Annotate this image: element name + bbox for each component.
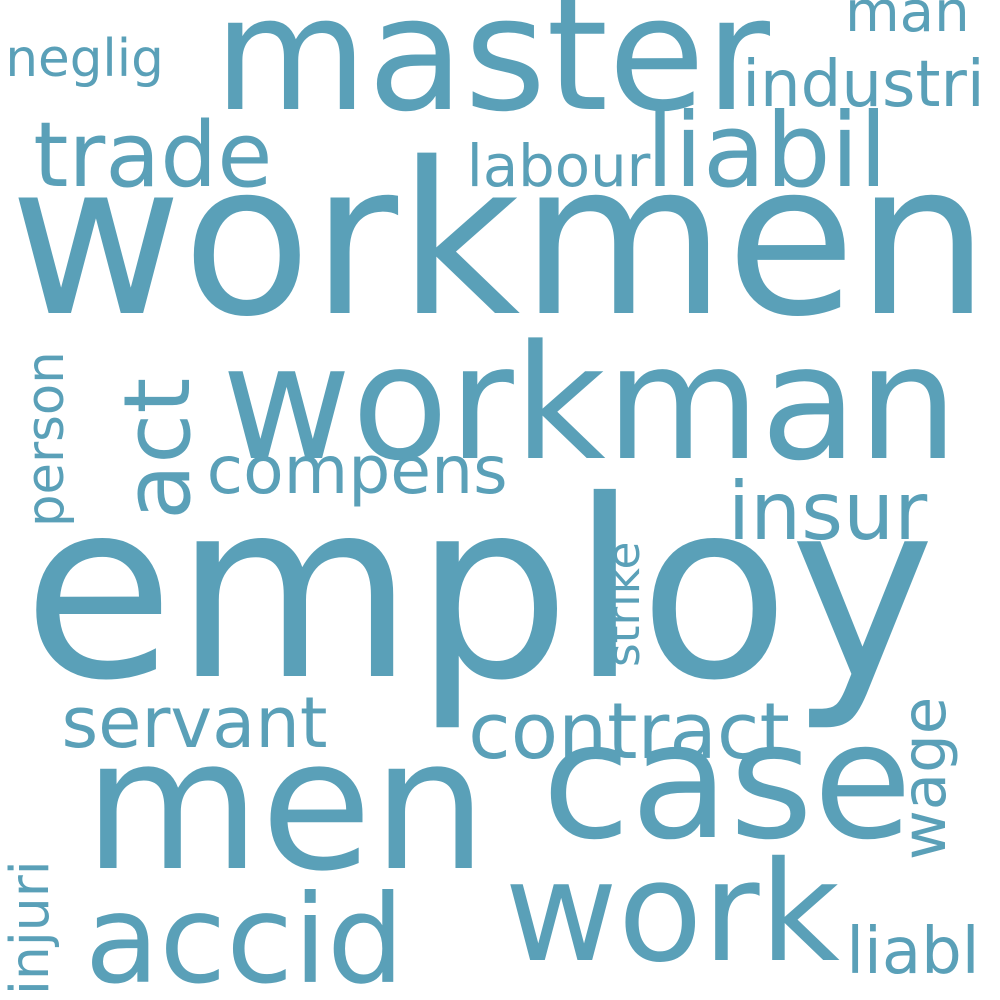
word-strike: strike [597,541,651,668]
word-case: case [541,686,913,875]
word-insur: insur [727,464,928,559]
word-man: man [844,0,970,45]
word-contract: contract [468,686,790,777]
word-master: master [213,0,771,148]
word-trade: trade [33,104,273,209]
word-workmen: workmen [9,117,990,364]
word-men: men [83,700,488,912]
word-wage: wage [889,697,961,861]
word-injuri: injuri [0,860,62,995]
word-workman: workman [221,311,959,496]
word-neglig: neglig [5,28,164,89]
word-labour: labour [466,132,651,201]
word-servant: servant [61,681,328,764]
word-liabl: liabl [846,914,980,989]
word-accid: accid [84,868,405,1000]
word-person: person [15,350,76,527]
word-industri: industri [742,47,985,122]
word-liabil: liabil [645,92,888,212]
word-act: act [103,378,211,521]
word-work: work [504,831,840,994]
word-employ: employ [22,448,936,736]
word-compens: compens [206,430,508,509]
